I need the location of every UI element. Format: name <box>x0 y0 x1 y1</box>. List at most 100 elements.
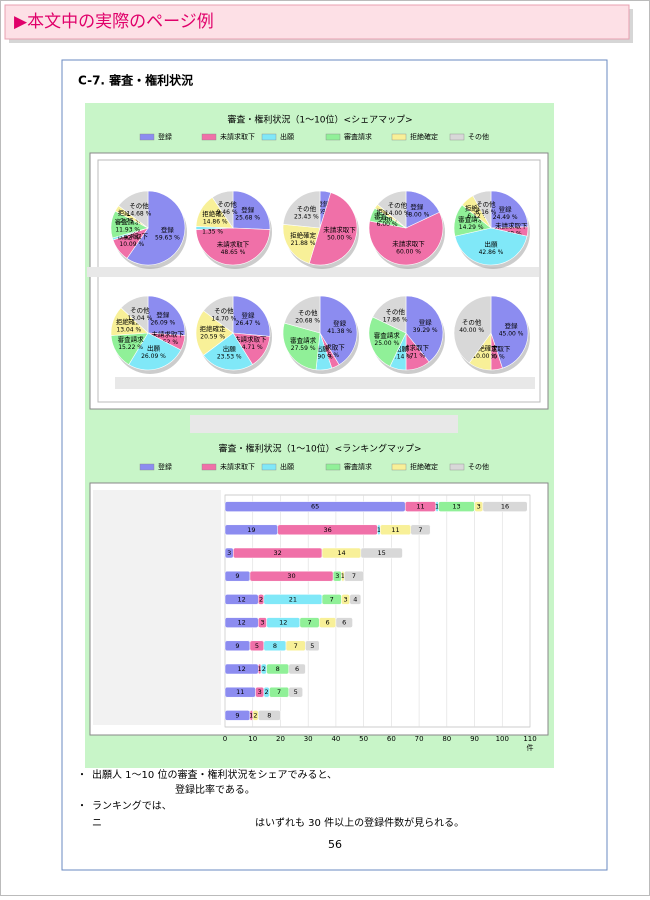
note-text: 登録比率である。 <box>175 783 255 796</box>
slice-value: 15.22 % <box>118 344 143 351</box>
bar-label: 3 <box>227 549 231 557</box>
bar-label: 3 <box>260 619 264 627</box>
slice-value: 4.69 % <box>313 208 334 215</box>
slice-name: その他 <box>462 318 482 327</box>
slice-value: 1.35 % <box>202 228 223 235</box>
pie-slice <box>118 190 149 229</box>
bar-label: 5 <box>255 642 259 650</box>
slice-name: 審査請求 <box>374 331 401 340</box>
x-tick-label: 90 <box>470 735 479 743</box>
pie-slice <box>282 224 321 264</box>
slice-value: 14.86 % <box>203 219 228 226</box>
slice-value: 13.04 % <box>116 327 141 334</box>
chart-title: 審査・権利状況（1～10位）<シェアマップ> <box>227 114 412 126</box>
slice-name: その他 <box>385 307 405 316</box>
slice-name: 登録 <box>410 202 424 211</box>
pie-slice <box>372 295 407 334</box>
x-tick-label: 10 <box>248 735 257 743</box>
slice-name: 出願 <box>316 344 330 353</box>
bar-label: 11 <box>416 503 424 511</box>
legend-swatch <box>261 133 277 141</box>
note-bullet: ・ <box>77 770 87 781</box>
bar-label: 65 <box>311 503 319 511</box>
bar-label: 7 <box>352 572 356 580</box>
pie-slice <box>282 190 321 229</box>
slice-name: 登録 <box>333 319 347 328</box>
bar-label: 16 <box>501 503 509 511</box>
bar-label: 2 <box>262 665 266 673</box>
bar-label: 3 <box>258 688 262 696</box>
x-tick-label: 30 <box>304 735 313 743</box>
bar-segment <box>288 663 306 675</box>
slice-value: 14.70 % <box>212 315 237 322</box>
slice-value: 6.00 % <box>377 221 398 228</box>
slice-name: 審査請求 <box>290 335 317 344</box>
slice-name: 審査請求 <box>458 214 485 223</box>
slice-value: 50.00 % <box>327 234 352 241</box>
slice-name: 未請求取下 <box>392 239 425 248</box>
section-title: C-7. 審査・権利状況 <box>78 73 193 88</box>
slice-name: 登録 <box>242 310 256 319</box>
legend-label: 未請求取下 <box>220 462 255 471</box>
slice-name: 出願 <box>223 344 237 353</box>
pie-slice <box>490 190 529 229</box>
header-title: ▶本文中の実際のページ例 <box>14 12 214 32</box>
bar-label: 8 <box>273 642 277 650</box>
x-tick-label: 60 <box>387 735 396 743</box>
legend-swatch <box>261 463 277 471</box>
bar-label: 2 <box>259 595 263 603</box>
pie-slice <box>128 332 182 371</box>
slice-value: 5.00 % <box>484 354 505 361</box>
bar-label: 4 <box>353 595 357 603</box>
pie-slice <box>490 295 529 369</box>
x-tick-label: 0 <box>223 735 227 743</box>
bar-label: 1 <box>377 526 381 534</box>
bar-label: 6 <box>326 619 330 627</box>
redaction <box>93 490 221 725</box>
slice-name: 登録 <box>241 205 255 214</box>
redaction <box>87 267 539 277</box>
slice-name: 審査請求 <box>118 335 145 344</box>
x-tick-label: 80 <box>442 735 451 743</box>
bar-segment <box>335 617 353 628</box>
slice-value: 17.86 % <box>383 316 408 323</box>
pie-slice <box>472 190 492 230</box>
bar-label: 12 <box>237 619 245 627</box>
slice-value: 10.71 % <box>400 353 425 360</box>
slice-value: 11.93 % <box>115 226 140 233</box>
pie-slice <box>405 190 440 229</box>
redaction <box>115 377 535 389</box>
slice-value: 39.29 % <box>413 327 438 334</box>
bar-label: 15 <box>378 549 386 557</box>
x-tick-label: 40 <box>331 735 340 743</box>
slice-value: 20.68 % <box>295 317 320 324</box>
slice-value: 60.00 % <box>396 249 421 256</box>
slice-name: 出願 <box>485 239 499 248</box>
slice-value: 21.88 % <box>291 240 316 247</box>
slice-value: 14.00 % <box>385 210 410 217</box>
legend-label: 審査請求 <box>344 132 372 141</box>
bar-label: 5 <box>294 688 298 696</box>
bar-label: 1 <box>435 503 439 511</box>
x-tick-label: 20 <box>276 735 285 743</box>
slice-value: 23.53 % <box>217 354 242 361</box>
bar-segment <box>305 640 320 652</box>
note-bullet: ・ <box>77 801 87 812</box>
slice-name: 登録 <box>505 321 519 330</box>
pie-slice <box>405 295 444 363</box>
slice-name: 拒絶確定 <box>465 204 492 213</box>
bar-label: 8 <box>267 711 271 719</box>
note-text: ニ <box>92 818 102 829</box>
pie-slice <box>368 316 407 367</box>
slice-value: 27.59 % <box>291 345 316 352</box>
bar-label: 6 <box>295 665 299 673</box>
bar-label: 13 <box>452 503 460 511</box>
bar-label: 9 <box>235 711 239 719</box>
bar-label: 12 <box>237 595 245 603</box>
slice-name: その他 <box>388 201 408 210</box>
bar-segment <box>360 547 403 559</box>
pie-slice <box>319 295 358 366</box>
bar-label: 11 <box>236 688 244 696</box>
bar-label: 32 <box>274 549 282 557</box>
slice-name: 拒絶確定 <box>116 317 143 326</box>
